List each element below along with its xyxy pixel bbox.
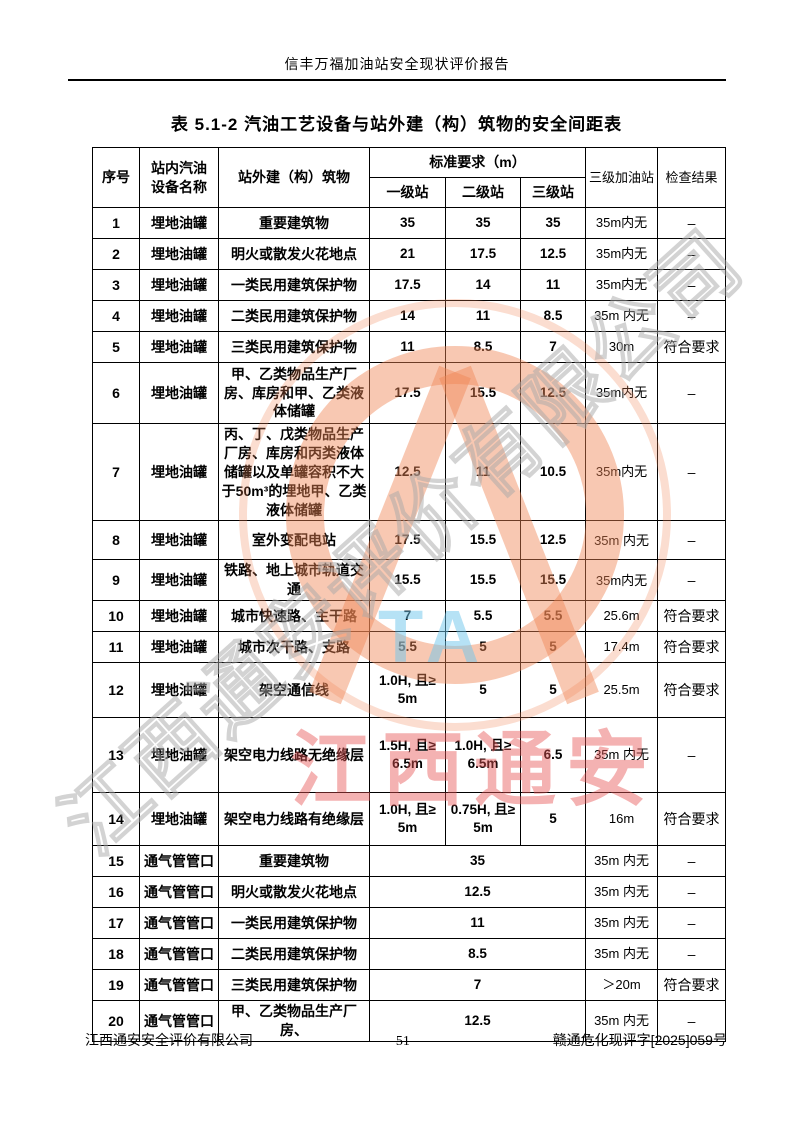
- table-row: 12 埋地油罐 架空通信线 1.0H, 且≥ 5m 5 5 25.5m 符合要求: [92, 662, 727, 719]
- table-row: 8 埋地油罐 室外变配电站 17.5 15.5 12.5 35m 内无 –: [92, 520, 727, 561]
- table-row: 9 埋地油罐 铁路、地上城市轨道交通 15.5 15.5 15.5 35m内无 –: [92, 559, 727, 602]
- running-header: 信丰万福加油站安全现状评价报告: [68, 54, 726, 81]
- table-row: 17 通气管管口 一类民用建筑保护物 11 35m 内无 –: [92, 907, 727, 940]
- table-row: 20 通气管管口 甲、乙类物品生产厂房、 12.5 35m 内无 –: [92, 1000, 727, 1043]
- table-row: 19 通气管管口 三类民用建筑保护物 7 ＞20m 符合要求: [92, 969, 727, 1002]
- header-structure: 站外建（构）筑物: [218, 147, 370, 208]
- header-grade1: 一级站: [369, 177, 446, 208]
- table-row: 4 埋地油罐 二类民用建筑保护物 14 11 8.5 35m 内无 –: [92, 300, 727, 332]
- header-grade3: 三级站: [519, 177, 587, 208]
- table-row: 7 埋地油罐 丙、丁、戊类物品生产厂房、库房和丙类液体储罐以及单罐容积不大于50m³…: [92, 422, 727, 522]
- header-grade2: 二级站: [445, 177, 521, 208]
- table-row: 2 埋地油罐 明火或散发火花地点 21 17.5 12.5 35m内无 –: [92, 238, 727, 270]
- safety-distance-table: 序号 站内汽油 设备名称 站外建（构）筑物 标准要求（m） 三级加油站 检查结果…: [92, 147, 727, 1043]
- header-equipment: 站内汽油 设备名称: [139, 147, 219, 208]
- table-row: 3 埋地油罐 一类民用建筑保护物 17.5 14 11 35m内无 –: [92, 269, 727, 301]
- table-row: 13 埋地油罐 架空电力线路无绝缘层 1.5H, 且≥ 6.5m 1.0H, 且≥ 6.…: [92, 717, 727, 794]
- header-index: 序号: [92, 147, 140, 208]
- page-title: 表 5.1-2 汽油工艺设备与站外建（构）筑物的安全间距表: [170, 115, 623, 134]
- table-row: 14 埋地油罐 架空电力线路有绝缘层 1.0H, 且≥ 5m 0.75H, 且≥ 5m 5…: [92, 792, 727, 847]
- table-row: 18 通气管管口 二类民用建筑保护物 8.5 35m 内无 –: [92, 938, 727, 971]
- header-standard: 标准要求（m）: [368, 147, 587, 178]
- header-station3: 三级加油站: [585, 147, 659, 208]
- table-body: 1 埋地油罐 重要建筑物 35 35 35 35m内无 –2 埋地油罐 明火或散发火花地点 21 17…: [92, 207, 727, 1043]
- table-header: 序号 站内汽油 设备名称 站外建（构）筑物 标准要求（m） 三级加油站 检查结果…: [92, 147, 727, 208]
- table-row: 10 埋地油罐 城市快速路、主干路 7 5.5 5.5 25.6m 符合要求: [92, 600, 727, 633]
- table-row: 15 通气管管口 重要建筑物 35 35m 内无 –: [92, 845, 727, 878]
- table-row: 5 埋地油罐 三类民用建筑保护物 11 8.5 7 30m 符合要求: [92, 331, 727, 363]
- table-row: 6 埋地油罐 甲、乙类物品生产厂房、库房和甲、乙类液体储罐 17.5 15.5 12.5 3…: [92, 362, 727, 424]
- table-row: 1 埋地油罐 重要建筑物 35 35 35 35m内无 –: [92, 207, 727, 239]
- table-row: 11 埋地油罐 城市次干路、支路 5.5 5 5 17.4m 符合要求: [92, 631, 727, 664]
- header-result: 检查结果: [657, 147, 727, 208]
- table-row: 16 通气管管口 明火或散发火花地点 12.5 35m 内无 –: [92, 876, 727, 909]
